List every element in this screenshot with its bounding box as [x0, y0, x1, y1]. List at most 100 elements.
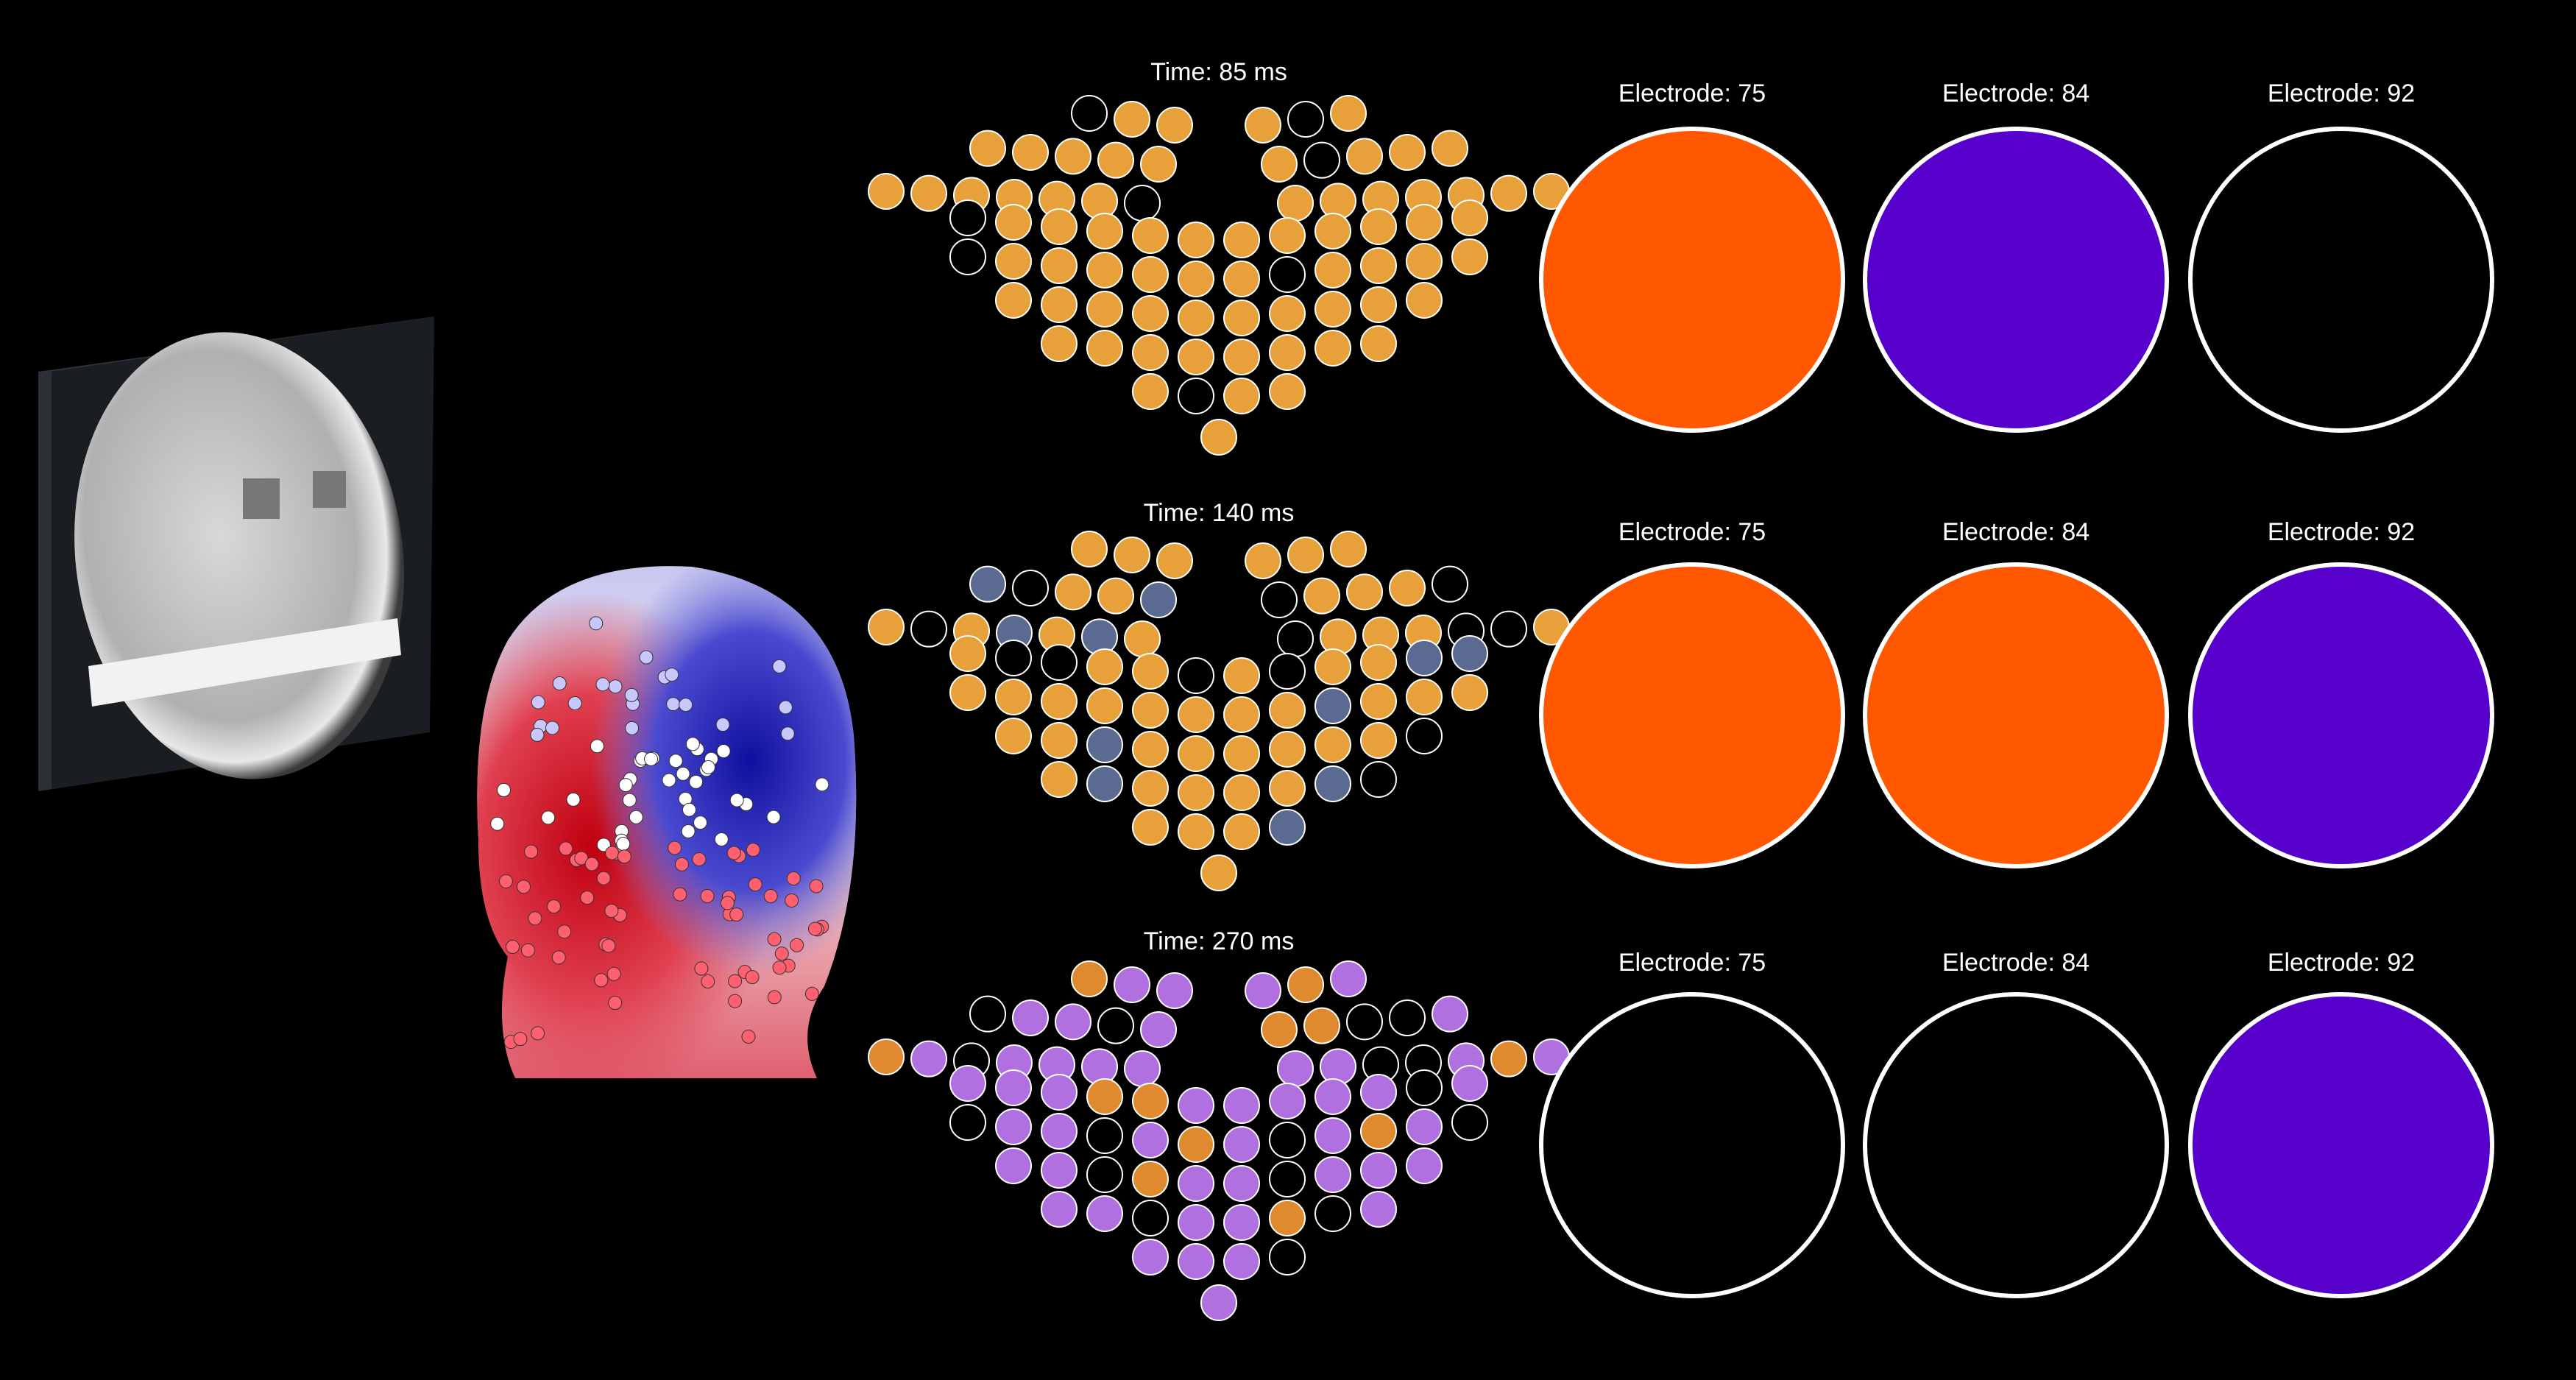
- head-electrode: [639, 650, 654, 665]
- head-electrode: [625, 721, 640, 735]
- electrode-map-dot: [1269, 1122, 1306, 1158]
- head-electrode: [774, 946, 789, 961]
- electrode-map-dot: [1314, 726, 1351, 763]
- feature-map: [1541, 994, 1843, 1296]
- head-electrode: [662, 773, 676, 788]
- electrode-map-dot: [995, 718, 1032, 754]
- head-electrode: [763, 889, 778, 904]
- electrode-map-dot: [1086, 213, 1123, 250]
- electrode-map-dot: [1041, 286, 1078, 323]
- electrode-map-dot: [1223, 339, 1260, 375]
- electrode-map-dot: [1406, 204, 1443, 241]
- result-row: Time: 270 ms Electrode: 75 Electrode: 84 El…: [868, 927, 2494, 1321]
- head-model: [477, 566, 857, 1078]
- electrode-label: Electrode: 84: [1942, 949, 2090, 977]
- electrode-map-dot: [1261, 146, 1298, 183]
- electrode-map-dot: [1269, 334, 1306, 371]
- electrode-map-dot: [1132, 1083, 1169, 1119]
- electrode-map-dot: [1360, 683, 1397, 720]
- electrode-map-dot: [1360, 1113, 1397, 1150]
- head-electrode: [618, 778, 633, 793]
- head-electrode: [559, 841, 573, 856]
- electrode-map-dot: [1223, 1243, 1260, 1280]
- head-electrode: [745, 970, 760, 985]
- electrode-map-dot: [1245, 972, 1281, 1009]
- feature-map-border: [1539, 127, 1845, 433]
- head-electrode: [490, 816, 505, 831]
- electrode-map-dot: [1245, 542, 1281, 579]
- head-electrode: [580, 891, 595, 905]
- electrode-label: Electrode: 84: [1942, 518, 2090, 546]
- head-electrode: [496, 782, 511, 797]
- electrode-map-dot: [1132, 1200, 1169, 1236]
- electrode-map-dot: [1223, 222, 1260, 258]
- head-electrode: [778, 700, 793, 715]
- head-electrode: [714, 832, 729, 846]
- head-electrode: [616, 836, 631, 851]
- head-electrode: [498, 874, 513, 888]
- electrode-map-dot: [1303, 577, 1340, 615]
- electrode-map-dot: [1277, 1050, 1314, 1087]
- head-electrode: [694, 961, 709, 976]
- feature-map: [1541, 565, 1843, 866]
- electrode-map-dot: [1406, 1147, 1443, 1184]
- electrode-map-dot: [1360, 247, 1397, 284]
- electrode-map-dot: [1346, 138, 1383, 175]
- electrode-map-dot: [1132, 653, 1169, 690]
- electrode-map-dot: [1132, 770, 1169, 807]
- electrode-map-dot: [1012, 570, 1049, 606]
- electrode-label: Electrode: 84: [1942, 79, 2090, 107]
- feature-map: [1865, 994, 2167, 1296]
- electrode-map-dot: [1406, 1069, 1443, 1106]
- head-electrode: [679, 698, 693, 712]
- electrode-map-dot: [1071, 531, 1108, 567]
- electrode-map-dot: [1360, 761, 1397, 798]
- time-label: Time: 140 ms: [1144, 499, 1295, 527]
- head-electrode: [807, 921, 822, 936]
- feature-map: [1865, 565, 2167, 866]
- electrode-map-dot: [1269, 731, 1306, 768]
- electrode-map-dot: [1223, 1204, 1260, 1241]
- head-electrode: [700, 889, 715, 904]
- electrode-map-dot: [1132, 731, 1169, 768]
- electrode-map-dot: [1114, 537, 1150, 573]
- electrode-map-dot: [1132, 1239, 1169, 1275]
- feature-map: [2190, 994, 2492, 1296]
- head-electrode: [676, 766, 690, 781]
- electrode-map-dot: [1041, 761, 1078, 798]
- electrode-label: Electrode: 92: [2268, 79, 2415, 107]
- electrode-map-dot: [1451, 674, 1488, 711]
- electrode-map-dot: [1406, 282, 1443, 319]
- head-electrode: [767, 932, 782, 946]
- head-electrode: [741, 1030, 756, 1044]
- head-electrode: [606, 966, 621, 981]
- electrode-map-dot: [1314, 291, 1351, 328]
- electrode-map-dot: [1086, 1156, 1123, 1193]
- electrode-label: Electrode: 75: [1618, 79, 1766, 107]
- electrode-map-dot: [1086, 1078, 1123, 1115]
- electrode-map-dot: [1269, 692, 1306, 729]
- head-electrode: [589, 616, 604, 631]
- head-electrode: [726, 846, 741, 860]
- feature-map-border: [2188, 992, 2494, 1298]
- electrode-map-dot: [1132, 373, 1169, 410]
- electrode-map-dot: [1223, 696, 1260, 733]
- electrode-map-dot: [1223, 261, 1260, 297]
- electrode-map-dot: [1269, 295, 1306, 332]
- head-electrode: [567, 696, 582, 710]
- electrode-map-dot: [1314, 648, 1351, 685]
- electrode-map-dot: [1269, 770, 1306, 807]
- electrode-map-dot: [1406, 640, 1443, 676]
- electrode-map-dot: [1223, 657, 1260, 694]
- electrode-map-dot: [1041, 1191, 1078, 1228]
- electrode-map-dot: [1314, 687, 1351, 724]
- electrode-map-dot: [1223, 774, 1260, 811]
- electrode-map-dot: [1012, 134, 1049, 171]
- feature-map-border: [2188, 127, 2494, 433]
- electrode-map-dot: [1055, 573, 1091, 611]
- head-electrode: [673, 887, 687, 902]
- electrode-map-dot: [1314, 765, 1351, 802]
- electrode-map-dot: [1451, 238, 1488, 275]
- electrode-map-dot: [1097, 141, 1134, 179]
- electrode-map-dot: [1346, 573, 1383, 611]
